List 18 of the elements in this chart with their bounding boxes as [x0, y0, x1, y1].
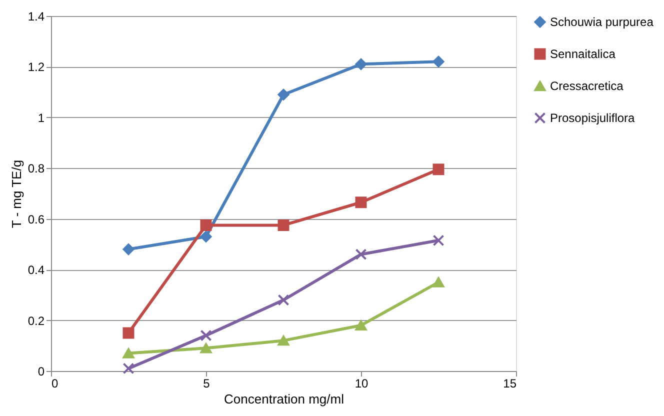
x-tick-label: 5 [203, 376, 210, 390]
y-tick-label: 0 [38, 364, 45, 378]
x-tick-label: 0 [52, 376, 58, 390]
y-tick-label: 1.4 [28, 10, 45, 24]
x-axis-title: Concentration mg/ml [224, 392, 344, 406]
x-tick-label: 15 [503, 376, 517, 390]
y-tick-label: 1.2 [28, 60, 45, 74]
legend-label: Prosopisjuliflora [550, 111, 636, 125]
y-tick-label: 1 [38, 110, 45, 125]
x-tick-label: 10 [354, 376, 368, 390]
y-tick-label: 0.2 [28, 314, 45, 328]
y-axis-title: T - mg TE/g [8, 160, 24, 228]
legend-label: Schouwia purpurea [550, 15, 654, 29]
legend-label: Cressacretica [550, 79, 624, 93]
y-tick-label: 0.6 [28, 212, 45, 226]
legend-label: Sennaitalica [550, 47, 616, 61]
y-tick-label: 0.8 [28, 162, 45, 176]
y-tick-label: 0.4 [28, 263, 45, 278]
